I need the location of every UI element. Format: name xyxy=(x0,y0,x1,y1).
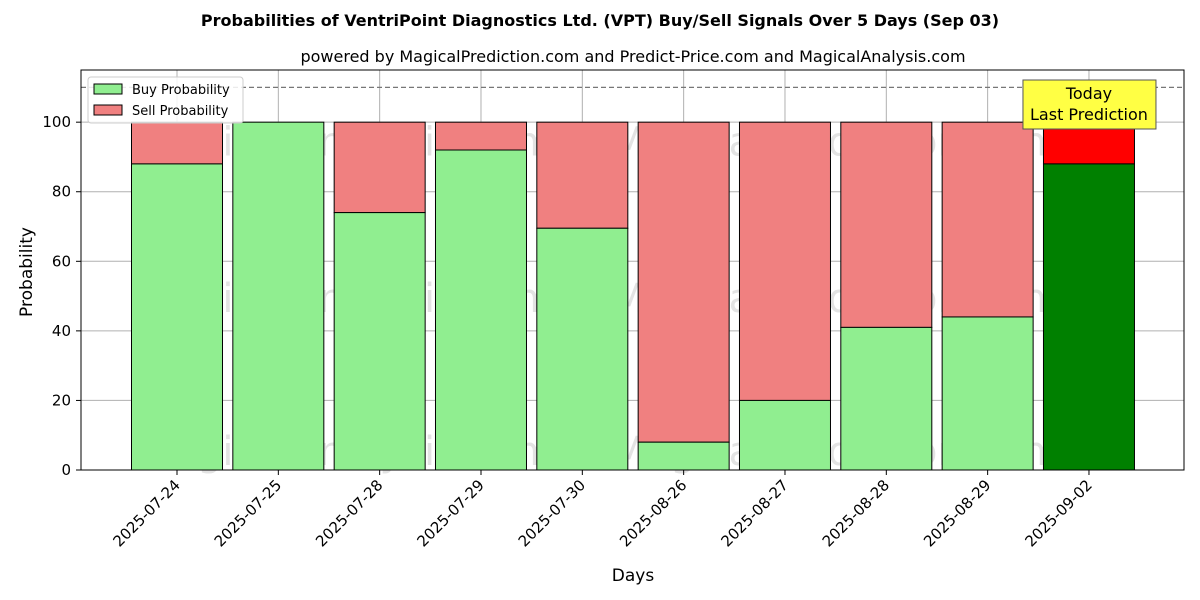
x-tick-label: 2025-08-26 xyxy=(616,476,690,550)
x-tick-label: 2025-08-28 xyxy=(819,476,893,550)
bar-buy xyxy=(738,399,831,471)
legend-label: Sell Probability xyxy=(132,104,229,119)
legend: Buy Probability Sell Probability xyxy=(87,76,244,124)
bar-buy xyxy=(232,121,325,471)
x-tick-label: 2025-07-30 xyxy=(515,476,589,550)
y-tick-label: 40 xyxy=(52,322,71,340)
today-annotation: Today Last Prediction xyxy=(1022,79,1157,130)
bar-sell xyxy=(434,121,527,151)
x-tick-label: 2025-08-29 xyxy=(920,476,994,550)
legend-swatch xyxy=(93,104,123,116)
legend-swatch xyxy=(93,83,123,95)
annotation-line-2: Last Prediction xyxy=(1030,105,1148,124)
bar-sell xyxy=(333,121,426,214)
x-tick-label: 2025-07-25 xyxy=(211,476,285,550)
bar-buy xyxy=(333,212,426,471)
chart-subtitle: powered by MagicalPrediction.com and Pre… xyxy=(300,47,965,66)
bars-layer xyxy=(81,86,1184,471)
bar-buy xyxy=(840,326,933,471)
bar-buy xyxy=(536,227,629,471)
bar-sell xyxy=(637,121,730,443)
bar-buy xyxy=(434,149,527,471)
x-tick-label: 2025-07-29 xyxy=(413,476,487,550)
y-tick-label: 80 xyxy=(52,183,71,201)
x-tick-label: 2025-07-24 xyxy=(109,476,183,550)
bar-sell xyxy=(131,121,223,165)
x-axis-label: Days xyxy=(612,566,655,586)
annotation-box xyxy=(1022,79,1157,130)
y-tick-label: 0 xyxy=(61,461,71,479)
bar-sell xyxy=(536,121,629,229)
chart-title: Probabilities of VentriPoint Diagnostics… xyxy=(201,11,999,30)
legend-box xyxy=(87,76,244,124)
x-tick-label: 2025-08-27 xyxy=(717,476,791,550)
y-tick-label: 60 xyxy=(52,252,71,270)
bar-buy xyxy=(941,316,1034,471)
bar-buy xyxy=(637,441,730,471)
bar-buy xyxy=(1042,163,1135,471)
bar-buy xyxy=(131,163,223,471)
bar-sell xyxy=(738,121,831,401)
x-tick-label: 2025-07-28 xyxy=(312,476,386,550)
y-tick-label: 20 xyxy=(52,391,71,409)
x-tick-label: 2025-09-02 xyxy=(1021,476,1095,550)
bar-sell xyxy=(840,121,933,328)
bar-sell xyxy=(941,121,1034,318)
annotation-line-1: Today xyxy=(1065,84,1112,103)
y-axis-label: Probability xyxy=(17,227,37,317)
y-tick-label: 100 xyxy=(42,113,71,131)
plot-frame xyxy=(80,69,1185,471)
legend-label: Buy Probability xyxy=(132,83,230,98)
